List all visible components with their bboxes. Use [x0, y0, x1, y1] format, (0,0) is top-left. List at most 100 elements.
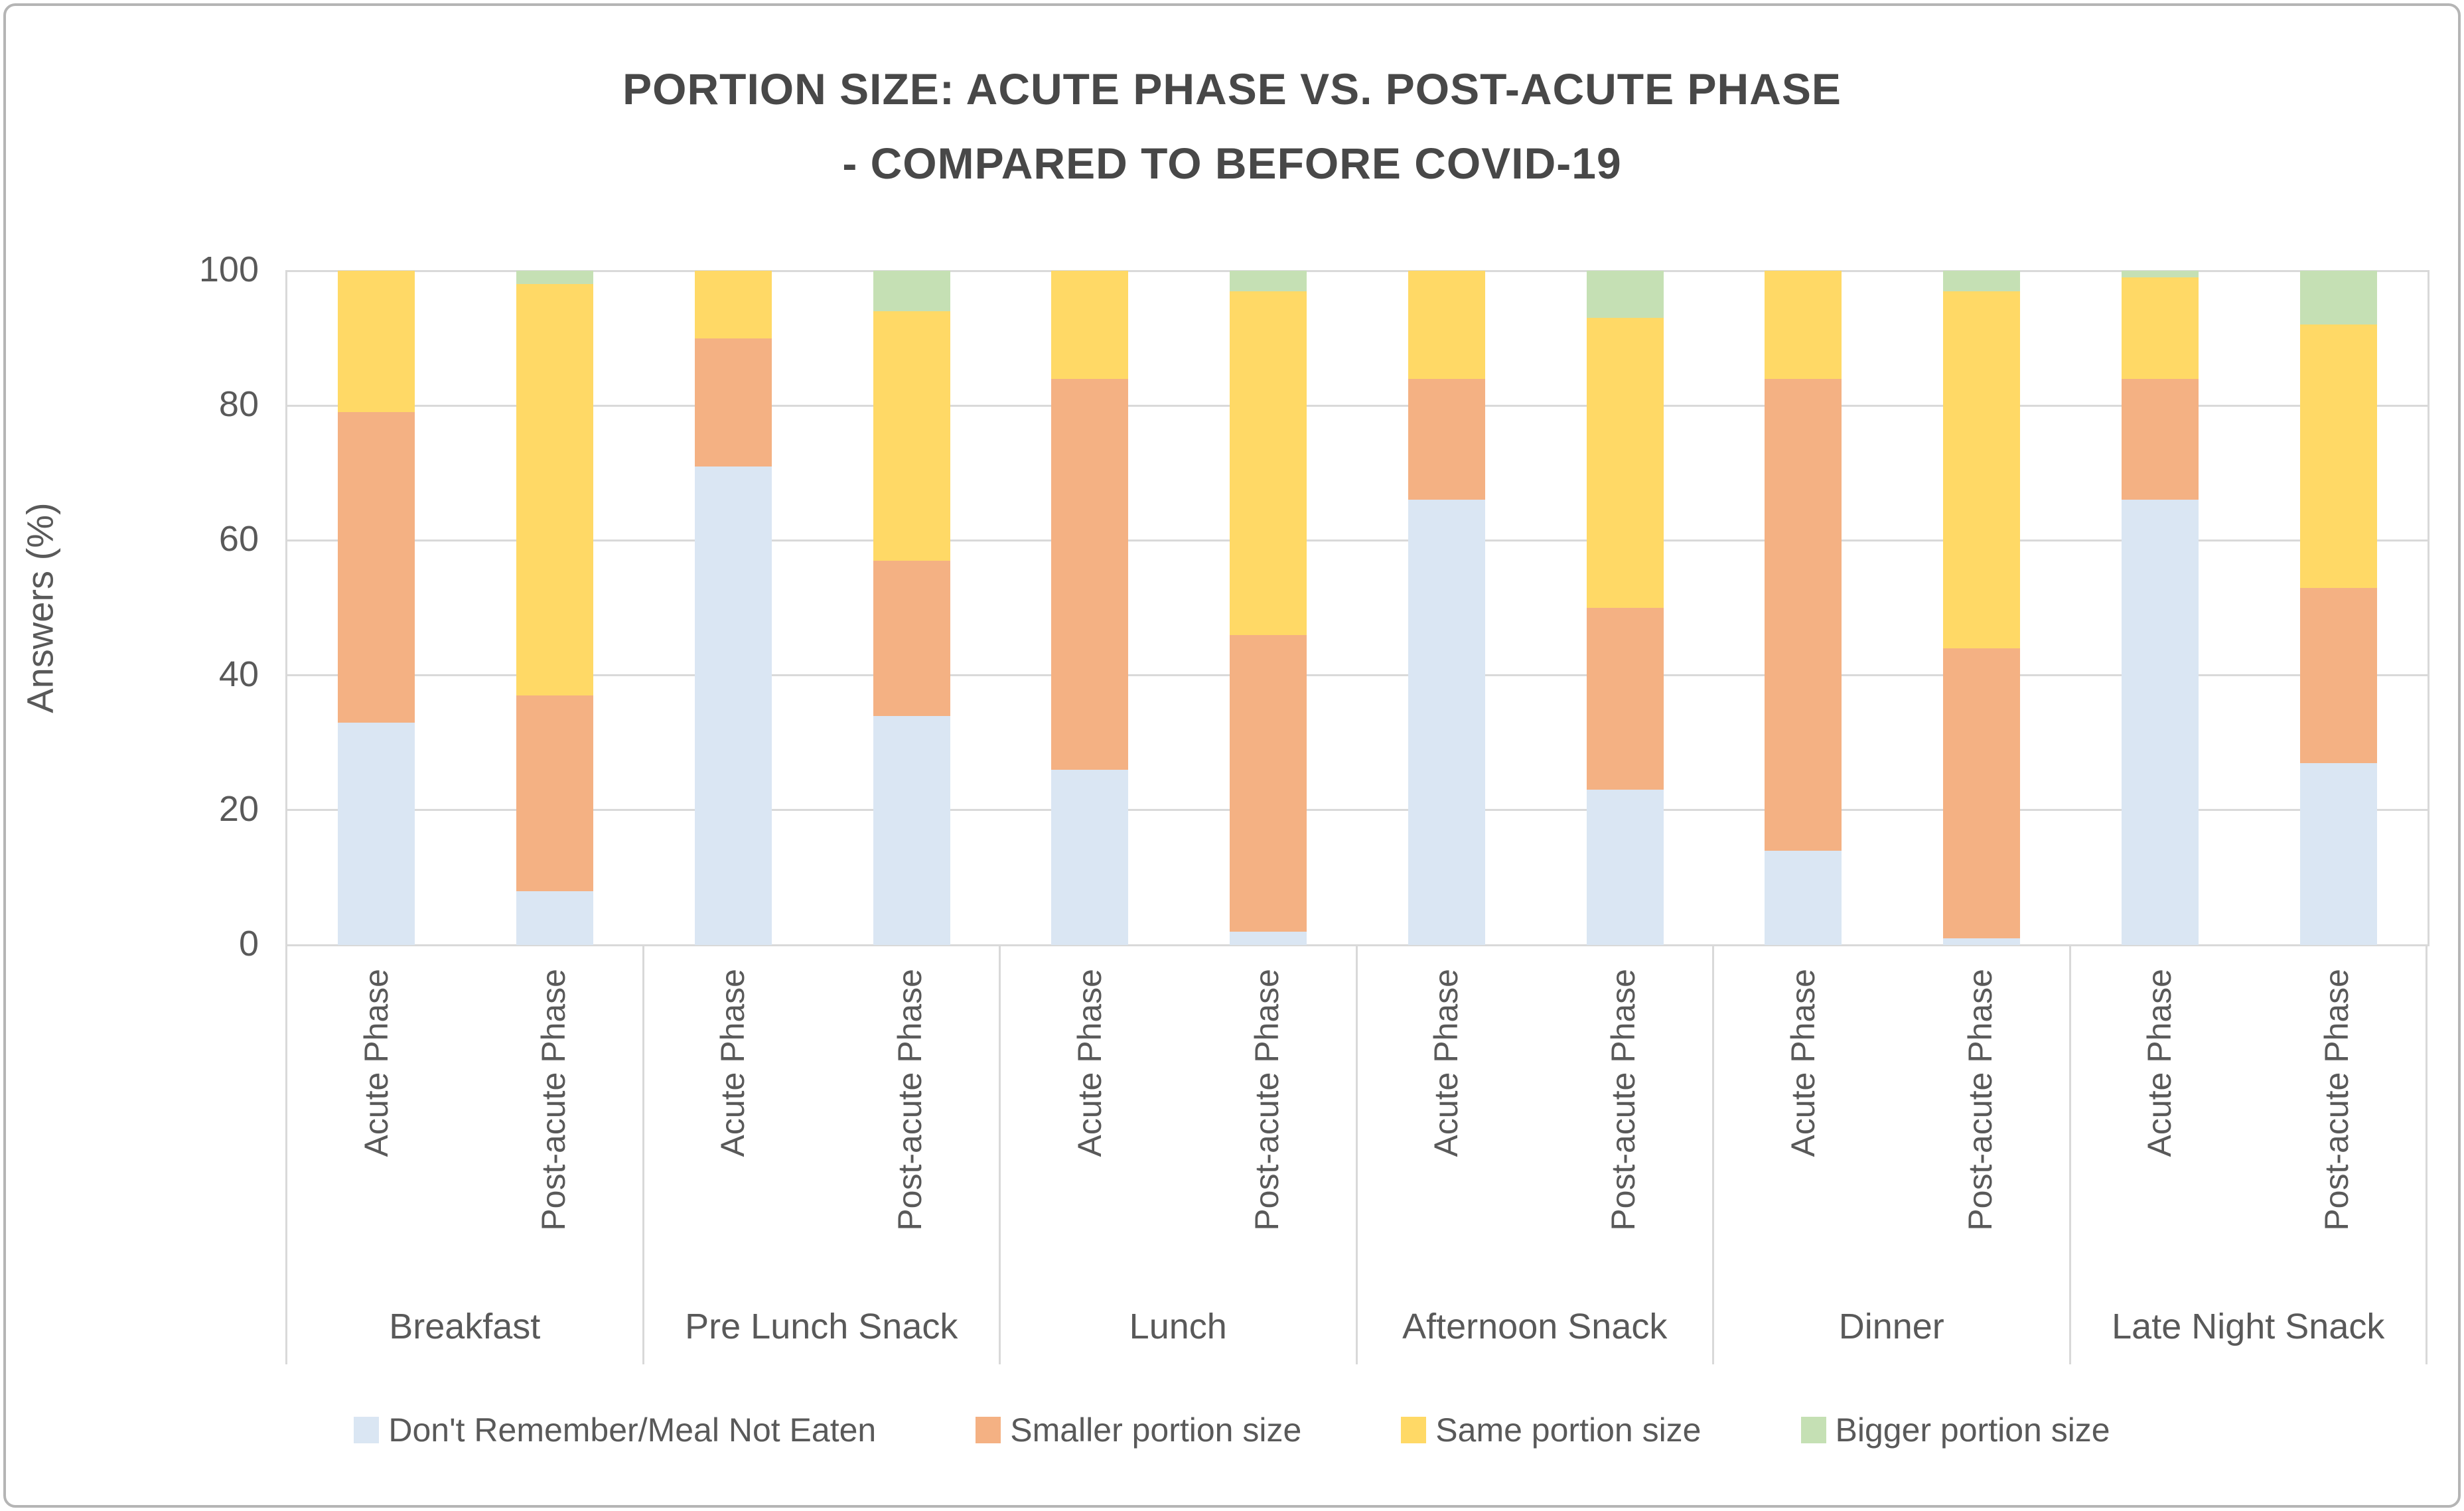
bar-segment[interactable]: [873, 311, 950, 561]
gridline-100: [285, 269, 2429, 272]
y-tick-label-40: 40: [218, 654, 259, 694]
bar-segment[interactable]: [1586, 790, 1664, 945]
legend-label: Bigger portion size: [1835, 1411, 2110, 1449]
phase-label: Post-acute Phase: [2318, 969, 2356, 1231]
phase-label: Post-acute Phase: [1248, 969, 1285, 1231]
bar-segment[interactable]: [1765, 850, 1842, 945]
y-tick-label-100: 100: [198, 250, 259, 289]
bar-segment[interactable]: [1230, 931, 1307, 945]
legend: Don't Remember/Meal Not Eaten Smaller por…: [0, 1411, 2464, 1449]
stacked-bar-late-night-snack-post-acute: [2299, 271, 2377, 945]
y-tick-label-80: 80: [218, 384, 259, 425]
bar-slot: [1001, 271, 1179, 945]
bar-segment[interactable]: [2121, 277, 2199, 379]
bar-segment[interactable]: [1943, 271, 2021, 291]
bar-group-dinner: [1714, 271, 2071, 945]
legend-item[interactable]: Smaller portion size: [976, 1411, 1301, 1449]
stacked-bar-lunch-post-acute: [1230, 271, 1307, 945]
bar-group-lunch: [1001, 271, 1358, 945]
stacked-bar-lunch-acute: [1051, 271, 1129, 945]
bar-segment[interactable]: [2121, 500, 2199, 945]
bar-segment[interactable]: [1051, 769, 1129, 945]
bar-slot: [1179, 271, 1358, 945]
bar-segment[interactable]: [2299, 324, 2377, 588]
bar-segment[interactable]: [516, 891, 594, 945]
bar-segment[interactable]: [873, 560, 950, 716]
bar-segment[interactable]: [338, 271, 415, 413]
bar-segment[interactable]: [516, 271, 594, 285]
phase-label: Post-acute Phase: [534, 969, 572, 1231]
category-cell-pre-lunch-snack: Acute Phase Post-acute Phase Pre Lunch Sna…: [642, 945, 999, 1364]
stacked-bar-afternoon-snack-acute: [1408, 271, 1485, 945]
bar-slot: [1358, 271, 1536, 945]
stacked-bar-afternoon-snack-post-acute: [1586, 271, 1664, 945]
phase-label: Acute Phase: [1427, 969, 1465, 1157]
legend-swatch: [976, 1417, 1001, 1443]
gridline-0: [285, 944, 2429, 946]
stacked-bar-late-night-snack-acute: [2121, 271, 2199, 945]
bar-segment[interactable]: [2299, 271, 2377, 325]
phase-label: Post-acute Phase: [891, 969, 929, 1231]
y-tick-label-20: 20: [218, 788, 259, 829]
bar-segment[interactable]: [516, 695, 594, 891]
category-axis: Acute Phase Post-acute Phase Breakfast Acut…: [285, 945, 2428, 1364]
bar-segment[interactable]: [873, 715, 950, 945]
bar-segment[interactable]: [2299, 762, 2377, 945]
bar-segment[interactable]: [1230, 271, 1307, 291]
phase-label: Post-acute Phase: [1961, 969, 1999, 1231]
phase-label: Acute Phase: [357, 969, 395, 1157]
phase-label: Acute Phase: [714, 969, 752, 1157]
bar-segment[interactable]: [2121, 271, 2199, 278]
legend-label: Don't Remember/Meal Not Eaten: [388, 1411, 877, 1449]
bar-segment[interactable]: [1230, 634, 1307, 932]
category-cell-breakfast: Acute Phase Post-acute Phase Breakfast: [285, 945, 642, 1364]
bar-segment[interactable]: [1765, 271, 1842, 379]
bar-slot: [466, 271, 644, 945]
phase-label: Post-acute Phase: [1605, 969, 1642, 1231]
bar-segment[interactable]: [1408, 378, 1485, 500]
bars-container: [287, 271, 2428, 945]
legend-label: Smaller portion size: [1010, 1411, 1302, 1449]
stacked-bar-breakfast-post-acute: [516, 271, 594, 945]
bar-segment[interactable]: [694, 338, 772, 467]
stacked-bar-breakfast-acute: [338, 271, 415, 945]
category-label: Lunch: [1129, 1307, 1227, 1346]
bar-segment[interactable]: [694, 466, 772, 945]
bar-segment[interactable]: [1230, 291, 1307, 635]
bar-segment[interactable]: [516, 284, 594, 696]
bar-segment[interactable]: [1943, 291, 2021, 648]
bar-segment[interactable]: [1943, 648, 2021, 938]
bar-segment[interactable]: [694, 271, 772, 338]
bar-segment[interactable]: [2121, 378, 2199, 500]
bar-segment[interactable]: [1051, 271, 1129, 379]
category-label: Breakfast: [389, 1307, 541, 1346]
bar-segment[interactable]: [1408, 500, 1485, 945]
legend-item[interactable]: Same portion size: [1401, 1411, 1702, 1449]
stacked-bar-dinner-post-acute: [1943, 271, 2021, 945]
category-label: Afternoon Snack: [1402, 1307, 1668, 1346]
bar-segment[interactable]: [1943, 938, 2021, 945]
chart-title: PORTION SIZE: ACUTE PHASE VS. POST-ACUTE…: [0, 52, 2464, 200]
category-label: Dinner: [1838, 1307, 1944, 1346]
bar-segment[interactable]: [1408, 271, 1485, 379]
bar-segment[interactable]: [338, 412, 415, 723]
legend-item[interactable]: Bigger portion size: [1800, 1411, 2110, 1449]
legend-label: Same portion size: [1435, 1411, 1702, 1449]
legend-item[interactable]: Don't Remember/Meal Not Eaten: [354, 1411, 876, 1449]
gridline-40: [285, 674, 2429, 677]
bar-segment[interactable]: [1765, 378, 1842, 851]
bar-slot: [2071, 271, 2250, 945]
stacked-bar-pre-lunch-snack-acute: [694, 271, 772, 945]
bar-group-breakfast: [287, 271, 644, 945]
category-cell-lunch: Acute Phase Post-acute Phase Lunch: [999, 945, 1356, 1364]
bar-segment[interactable]: [2299, 587, 2377, 763]
category-label: Late Night Snack: [2112, 1307, 2385, 1346]
bar-segment[interactable]: [1586, 318, 1664, 609]
bar-segment[interactable]: [873, 271, 950, 311]
bar-segment[interactable]: [1586, 271, 1664, 319]
bar-segment[interactable]: [1586, 608, 1664, 790]
y-tick-label-0: 0: [238, 924, 259, 964]
bar-segment[interactable]: [1051, 378, 1129, 770]
phase-label: Acute Phase: [2141, 969, 2179, 1157]
bar-segment[interactable]: [338, 722, 415, 945]
